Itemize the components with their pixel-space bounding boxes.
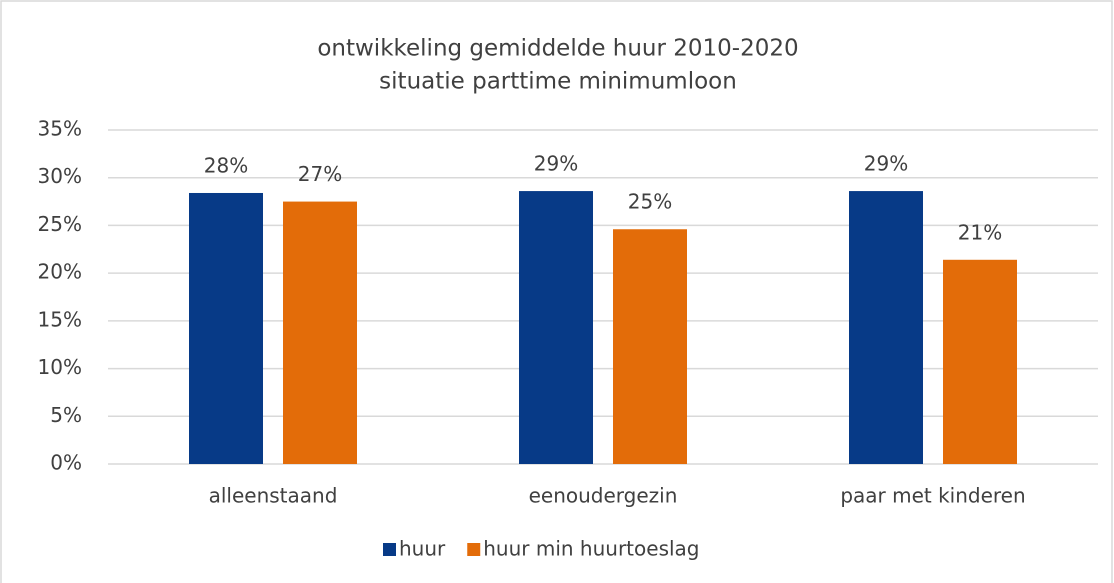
y-tick-label: 30% <box>38 164 82 188</box>
value-label: 28% <box>204 153 248 177</box>
legend-label: huur <box>399 537 446 561</box>
legend-label: huur min huurtoeslag <box>483 537 699 561</box>
value-label: 27% <box>298 162 342 186</box>
y-tick-label: 0% <box>50 451 82 475</box>
x-tick-label: alleenstaand <box>209 484 338 508</box>
y-tick-label: 10% <box>38 355 82 379</box>
bar <box>189 192 263 465</box>
y-tick-label: 35% <box>38 117 82 141</box>
bar <box>613 229 687 464</box>
chart-title: situatie parttime minimumloon <box>379 69 737 95</box>
bar <box>519 191 593 464</box>
value-label: 25% <box>628 190 672 214</box>
x-tick-label: eenoudergezin <box>529 484 678 508</box>
legend-swatch <box>383 543 396 556</box>
y-tick-label: 5% <box>50 403 82 427</box>
value-label: 21% <box>958 220 1002 244</box>
y-tick-label: 20% <box>38 260 82 284</box>
bar <box>283 201 357 465</box>
y-tick-label: 25% <box>38 212 82 236</box>
bar <box>943 259 1017 464</box>
chart-title: ontwikkeling gemiddelde huur 2010-2020 <box>317 36 798 62</box>
bar <box>849 191 923 464</box>
legend-swatch <box>467 543 481 556</box>
value-label: 29% <box>534 152 578 176</box>
y-tick-label: 15% <box>38 307 82 331</box>
value-label: 29% <box>864 152 908 176</box>
x-tick-label: paar met kinderen <box>840 484 1025 508</box>
